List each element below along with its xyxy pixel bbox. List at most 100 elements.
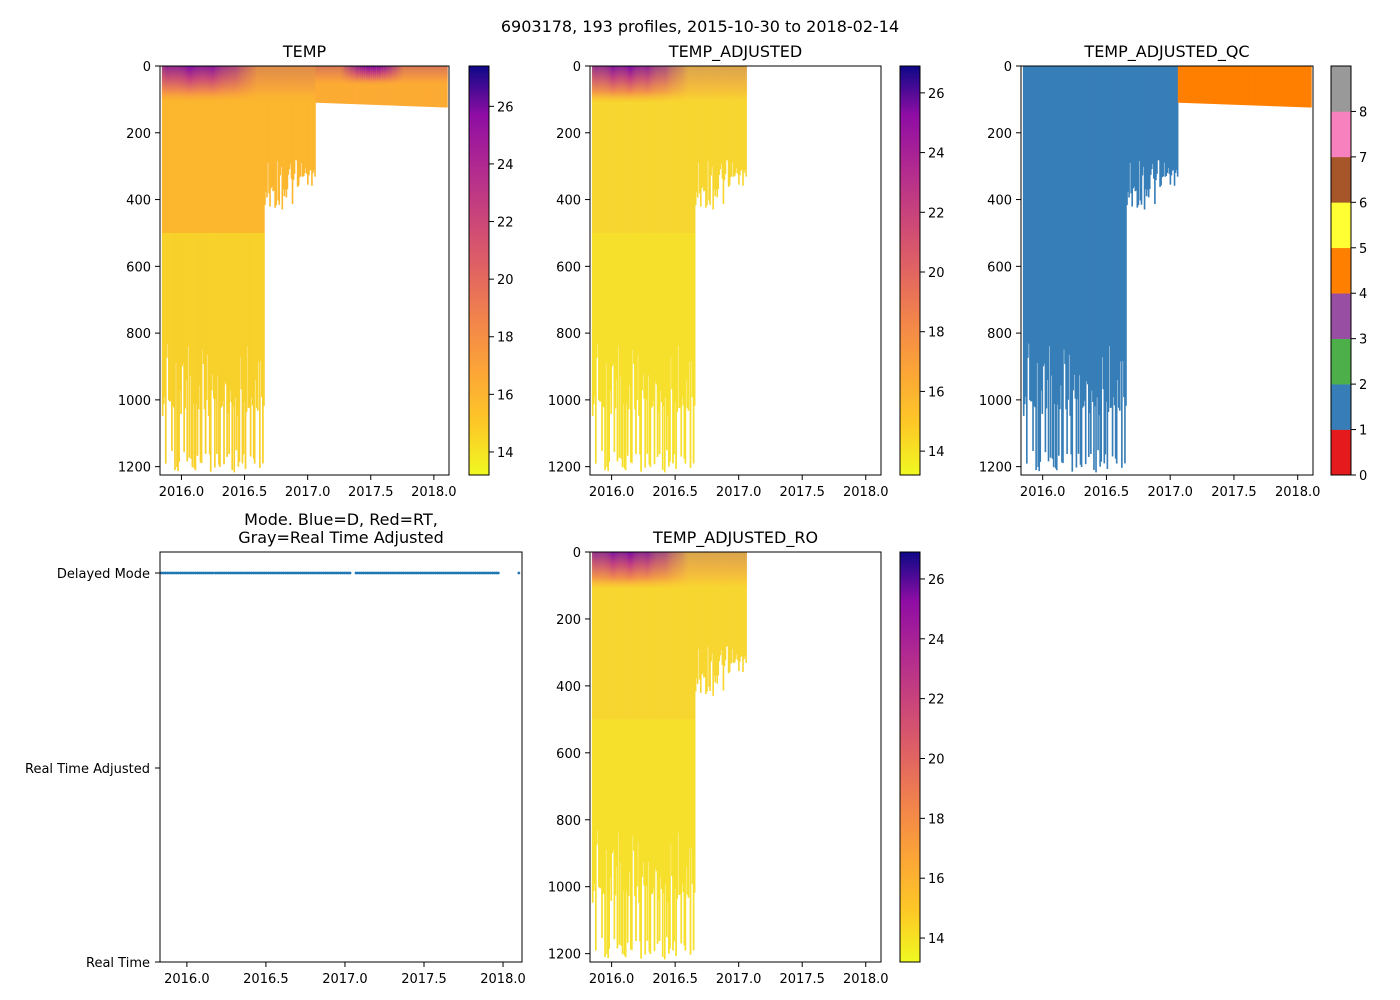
- surface-layer: [613, 66, 616, 103]
- shallow-profile-column: [425, 66, 428, 107]
- surface-layer: [611, 552, 614, 589]
- profile-column-deep: [193, 232, 196, 469]
- surface-layer: [607, 552, 609, 589]
- colorbar-tick-label: 5: [1359, 242, 1367, 257]
- surface-layer: [210, 66, 213, 103]
- profile-column: [596, 552, 598, 845]
- surface-layer: [606, 552, 608, 589]
- profile-column-deep: [669, 719, 671, 949]
- surface-layer: [656, 66, 659, 103]
- y-tick-label: 0: [573, 60, 581, 75]
- surface-layer: [607, 66, 609, 103]
- surface-layer: [608, 66, 610, 103]
- surface-layer: [273, 66, 275, 103]
- profile-column: [740, 66, 742, 171]
- profile-column-deep: [608, 232, 610, 462]
- profile-column-deep: [663, 232, 666, 473]
- surface-layer: [427, 66, 431, 87]
- profile-column: [706, 552, 708, 692]
- profile-column: [664, 66, 667, 398]
- profile-column-deep: [620, 719, 623, 946]
- surface-layer: [225, 66, 227, 103]
- colorbar-tick-label: 26: [928, 87, 945, 102]
- profile-column: [296, 66, 299, 187]
- surface-layer: [202, 66, 205, 103]
- surface-layer: [628, 66, 631, 103]
- profile-column: [593, 552, 596, 884]
- profile-column: [715, 66, 718, 190]
- shallow-profile-column: [1255, 66, 1259, 106]
- profile-column-deep: [222, 232, 224, 401]
- colorbar-tick-label: 22: [928, 206, 945, 221]
- surface-layer: [669, 66, 671, 103]
- profile-column: [261, 66, 263, 398]
- profile-column-deep: [606, 719, 608, 955]
- profile-column-deep: [660, 232, 663, 402]
- surface-layer: [422, 66, 426, 87]
- profile-column-deep: [677, 719, 679, 833]
- surface-layer: [637, 66, 639, 103]
- profile-column-deep: [645, 719, 648, 887]
- profile-column: [1162, 66, 1164, 177]
- surface-layer: [206, 66, 209, 103]
- profile-column: [1053, 66, 1056, 405]
- profile-column-deep: [609, 719, 612, 878]
- profile-column: [1172, 66, 1175, 170]
- profile-column-deep: [674, 719, 676, 889]
- surface-layer: [714, 66, 717, 103]
- profile-column-deep: [635, 719, 637, 941]
- shallow-profile-column: [414, 66, 417, 107]
- surface-layer: [712, 66, 714, 103]
- profile-column-deep: [161, 232, 164, 416]
- shallow-profile-column: [431, 66, 435, 108]
- surface-layer: [189, 66, 192, 103]
- profile-column: [724, 552, 727, 661]
- profile-column: [1141, 66, 1144, 176]
- panel-title: Mode. Blue=D, Red=RT,: [244, 510, 438, 529]
- surface-layer: [624, 66, 627, 103]
- surface-layer: [682, 66, 685, 103]
- profile-column-deep: [169, 232, 171, 402]
- profile-column-deep: [671, 232, 673, 390]
- profile-column-deep: [599, 232, 601, 402]
- profile-column: [274, 66, 276, 208]
- profile-column-deep: [221, 232, 223, 407]
- profile-column: [717, 552, 720, 676]
- surface-layer: [616, 66, 619, 103]
- profile-column: [1064, 66, 1066, 364]
- profile-column: [713, 66, 715, 190]
- profile-column: [1174, 66, 1177, 173]
- profile-column-deep: [600, 719, 602, 889]
- surface-layer: [257, 66, 260, 103]
- shallow-profile-column: [407, 66, 411, 107]
- surface-layer: [361, 66, 365, 87]
- colorbar-category: [1331, 111, 1351, 158]
- profile-column: [1111, 66, 1114, 457]
- profile-column: [1068, 66, 1070, 355]
- profile-column-deep: [647, 232, 650, 376]
- profile-column: [714, 66, 717, 197]
- profile-column-deep: [626, 719, 629, 943]
- surface-layer: [742, 552, 744, 589]
- profile-column: [744, 66, 746, 170]
- profile-column-deep: [642, 719, 644, 862]
- x-tick-label: 2016.5: [243, 972, 289, 987]
- profile-column-deep: [604, 232, 606, 471]
- profile-column: [1157, 66, 1159, 161]
- surface-layer: [691, 552, 694, 589]
- y-tick-label: 1000: [548, 394, 581, 409]
- surface-layer: [205, 66, 208, 103]
- profile-column: [605, 66, 607, 363]
- shallow-profile-column: [1193, 66, 1197, 104]
- profile-column-deep: [214, 232, 216, 468]
- profile-column: [167, 66, 169, 344]
- axes-frame: [589, 551, 882, 963]
- surface-layer: [190, 66, 193, 103]
- profile-column: [712, 66, 714, 210]
- profile-column: [734, 66, 737, 173]
- profile-column-deep: [638, 232, 640, 416]
- profile-column: [681, 66, 684, 398]
- profile-column: [229, 66, 231, 391]
- surface-layer: [722, 552, 725, 589]
- surface-layer: [597, 552, 599, 589]
